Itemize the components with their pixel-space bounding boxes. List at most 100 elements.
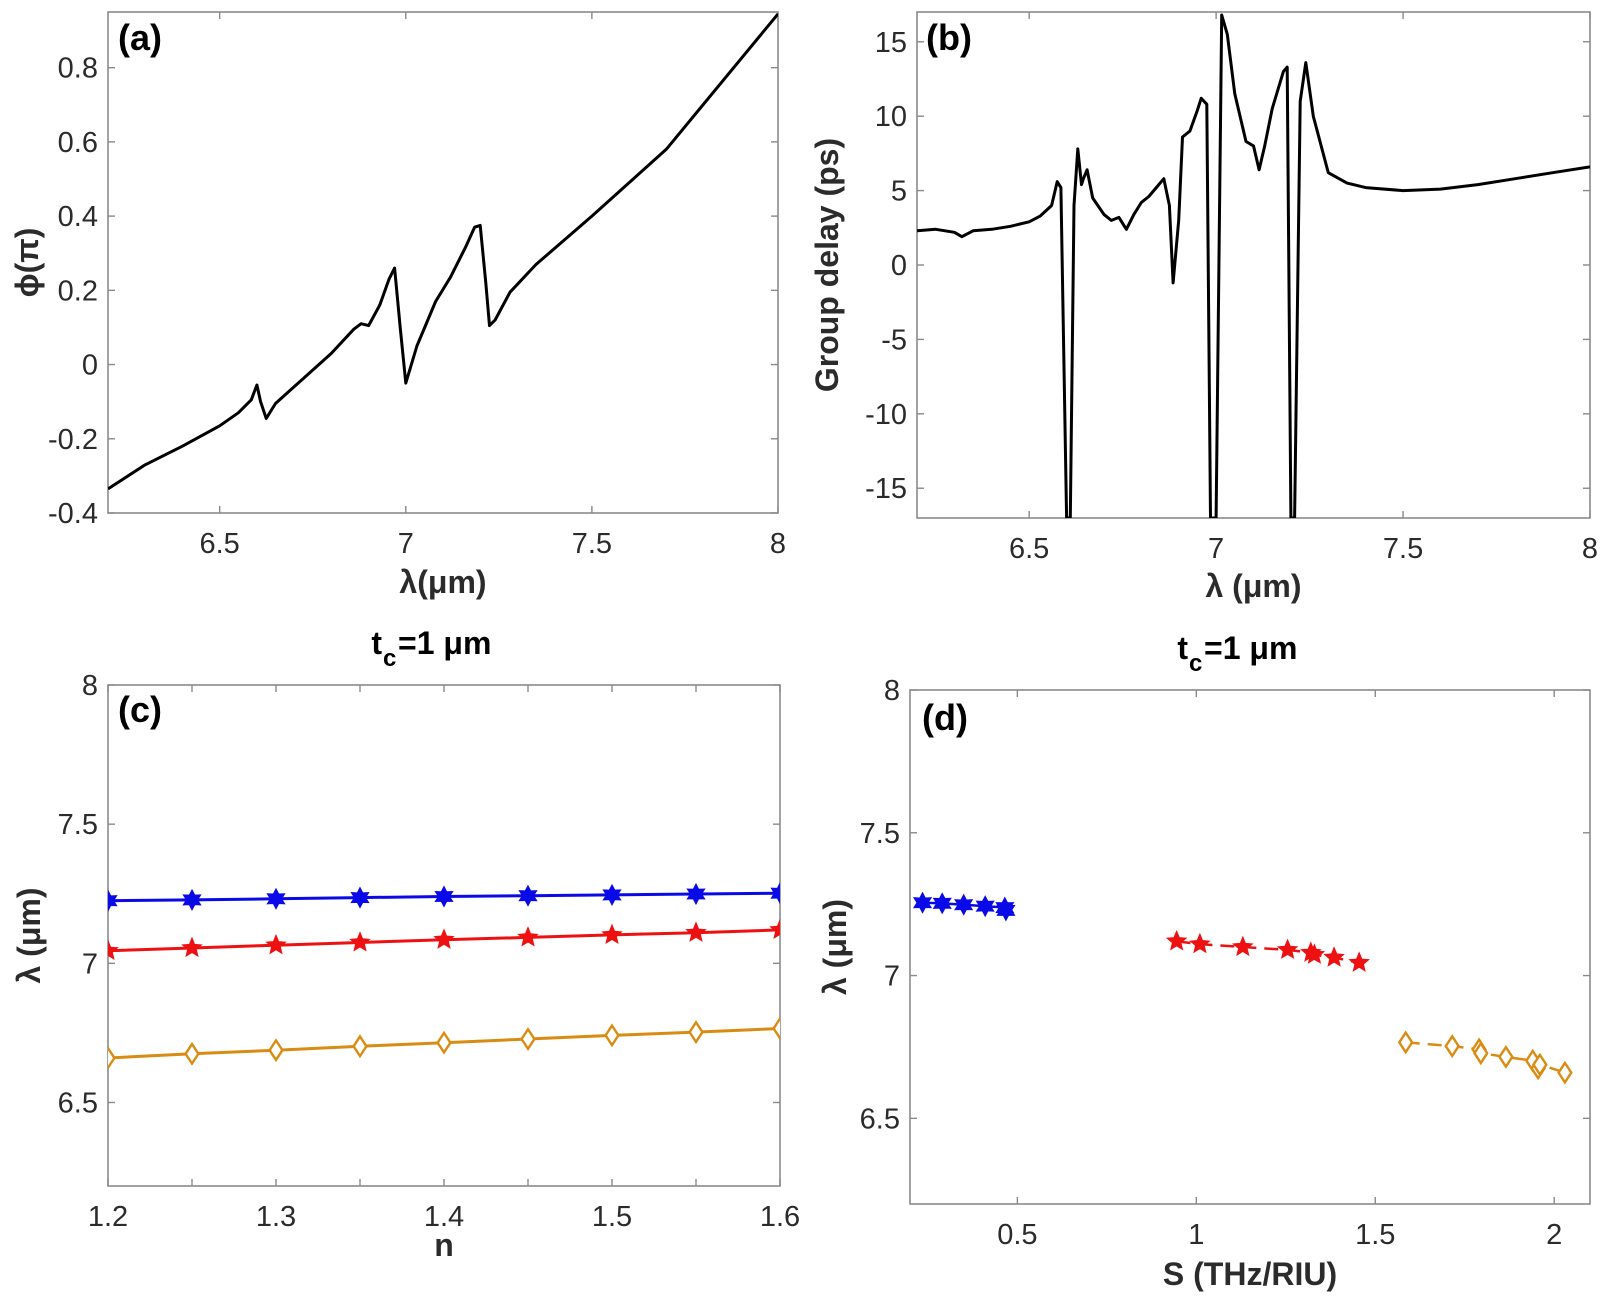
x-tick-label: 1.5 bbox=[592, 1201, 632, 1233]
title-value: =1 μm bbox=[1204, 630, 1297, 666]
data-point bbox=[1348, 951, 1370, 972]
panel-label: (c) bbox=[118, 689, 162, 730]
axes-frame bbox=[916, 11, 1591, 519]
x-axis-label: λ(μm) bbox=[399, 564, 486, 600]
data-point bbox=[770, 882, 780, 905]
panel-label: (d) bbox=[922, 697, 968, 738]
y-tick-label: 7 bbox=[82, 948, 98, 980]
series-c-1 bbox=[108, 882, 780, 912]
data-point bbox=[1189, 932, 1211, 954]
y-tick-label: 0.2 bbox=[58, 275, 98, 307]
data-point bbox=[685, 921, 707, 942]
y-tick-label: 6.5 bbox=[58, 1088, 98, 1120]
data-point bbox=[1498, 1045, 1514, 1069]
series-c-2 bbox=[108, 918, 780, 960]
axes-frame bbox=[909, 689, 1591, 1205]
x-tick-label: 1.4 bbox=[424, 1201, 464, 1233]
x-tick-label: 1.3 bbox=[256, 1201, 296, 1233]
data-point bbox=[604, 1023, 620, 1048]
y-tick-label: 0.6 bbox=[58, 127, 98, 159]
y-tick-label: -5 bbox=[881, 324, 907, 356]
series-connector bbox=[922, 901, 1008, 911]
x-tick-label: 2 bbox=[1546, 1219, 1562, 1251]
x-axis-label: n bbox=[434, 1227, 454, 1263]
y-tick-label: 8 bbox=[884, 675, 900, 707]
panel-b: 6.5 7 7.5 8 -15 -10 -5 0 5 10 15 (b) λ (μm) Group del… bbox=[809, 11, 1598, 604]
y-tick-label: 5 bbox=[891, 176, 907, 208]
y-tick-label: 0 bbox=[82, 350, 98, 382]
x-tick-label: 0.5 bbox=[997, 1219, 1037, 1251]
x-tick-label: 1.6 bbox=[760, 1201, 800, 1233]
y-axis-label: Group delay (ps) bbox=[809, 138, 845, 392]
x-tick-label: 8 bbox=[1582, 533, 1598, 565]
x-tick-label: 8 bbox=[770, 528, 786, 560]
data-point bbox=[1323, 946, 1345, 967]
data-point bbox=[1444, 1034, 1461, 1059]
x-tick-label: 7 bbox=[398, 528, 414, 560]
data-point bbox=[769, 918, 780, 940]
panel-d: 0.5 1 1.5 2 6.5 7 7.5 8 (d) S (THz/RIU) λ (μm) t c =1… bbox=[817, 630, 1591, 1292]
y-tick-label: -0.4 bbox=[48, 498, 98, 530]
data-point bbox=[352, 1034, 368, 1059]
data-point bbox=[268, 1038, 284, 1063]
data-point bbox=[688, 1020, 704, 1045]
data-point bbox=[1276, 938, 1299, 959]
x-tick-label: 1.2 bbox=[88, 1201, 128, 1233]
data-point bbox=[517, 926, 539, 947]
y-tick-label: 7.5 bbox=[58, 809, 98, 841]
x-tick-label: 7 bbox=[1208, 533, 1224, 565]
title-subscript: c bbox=[1189, 650, 1202, 677]
data-point bbox=[265, 933, 287, 955]
y-tick-label: -10 bbox=[865, 399, 907, 431]
data-point bbox=[1165, 930, 1188, 951]
data-point bbox=[108, 939, 119, 960]
data-point bbox=[954, 893, 974, 916]
title-value: =1 μm bbox=[398, 625, 491, 661]
axes-frame bbox=[107, 11, 779, 514]
data-point bbox=[434, 885, 454, 908]
data-point bbox=[182, 888, 202, 911]
data-point bbox=[1397, 1030, 1414, 1055]
y-axis-label: λ (μm) bbox=[817, 899, 853, 995]
data-point bbox=[433, 928, 455, 949]
y-tick-label: 10 bbox=[875, 101, 907, 133]
data-point bbox=[184, 1041, 200, 1066]
data-point bbox=[601, 923, 623, 945]
data-point bbox=[108, 1046, 116, 1070]
y-tick-label: 0.8 bbox=[58, 53, 98, 85]
data-point bbox=[996, 899, 1016, 922]
series-d-3 bbox=[1397, 1030, 1573, 1085]
y-tick-label: 7 bbox=[884, 961, 900, 993]
series-c-3 bbox=[108, 1016, 780, 1070]
x-tick-label: 7.5 bbox=[572, 528, 612, 560]
y-axis-label: λ (μm) bbox=[11, 887, 47, 983]
title-t: t bbox=[371, 625, 382, 661]
data-point bbox=[602, 883, 622, 906]
series-d-1 bbox=[912, 891, 1016, 922]
panel-a: 6.5 7 7.5 8 -0.4 -0.2 0 0.2 0.4 0.6 0.8 (a) λ(μm) ϕ(π… bbox=[9, 11, 786, 600]
series-d-2 bbox=[1165, 930, 1370, 972]
series-line bbox=[917, 13, 1590, 518]
data-point bbox=[266, 887, 286, 910]
series-a-1 bbox=[108, 12, 778, 491]
y-axis-label: ϕ(π) bbox=[9, 228, 45, 298]
x-tick-label: 6.5 bbox=[1009, 533, 1049, 565]
data-point bbox=[1232, 935, 1254, 957]
data-point bbox=[436, 1030, 452, 1055]
data-point bbox=[772, 1016, 780, 1041]
title-t: t bbox=[1177, 630, 1188, 666]
data-point bbox=[686, 882, 706, 906]
panel-label: (b) bbox=[926, 17, 972, 58]
series-line bbox=[108, 12, 778, 491]
data-point bbox=[108, 889, 118, 912]
data-point bbox=[932, 892, 952, 915]
data-point bbox=[975, 895, 995, 918]
data-point bbox=[1473, 1041, 1489, 1066]
data-point bbox=[520, 1027, 536, 1051]
y-tick-label: 15 bbox=[875, 27, 907, 59]
y-tick-label: 7.5 bbox=[860, 818, 900, 850]
x-tick-label: 1.5 bbox=[1355, 1219, 1395, 1251]
data-point bbox=[912, 891, 933, 914]
y-tick-label: -15 bbox=[865, 473, 907, 505]
